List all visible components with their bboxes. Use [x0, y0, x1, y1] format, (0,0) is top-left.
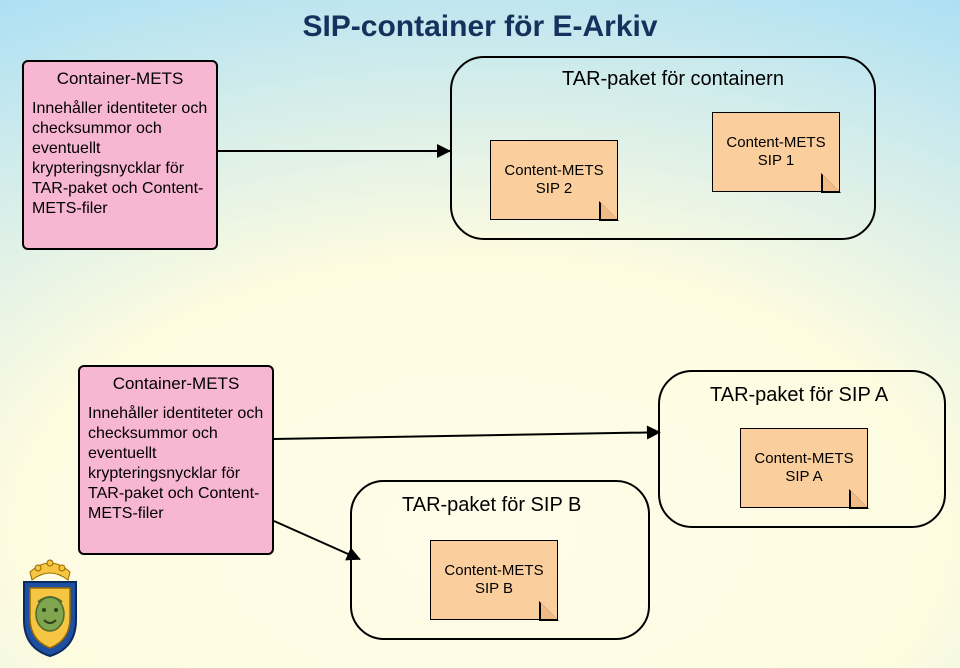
container-mets-body: Innehåller identiteter och checksummor o… — [32, 99, 208, 219]
note-fold-icon — [823, 175, 839, 191]
note-line2: SIP B — [475, 580, 513, 598]
container-mets-header: Container-METS — [32, 68, 208, 89]
arrow-icon — [218, 150, 450, 152]
note-line2: SIP 1 — [758, 152, 794, 170]
content-mets-note-sip-a: Content-METS SIP A — [740, 428, 868, 508]
tar-container-label: TAR-paket för SIP A — [710, 384, 888, 407]
note-line1: Content-METS — [754, 450, 853, 468]
page-title: SIP-container för E-Arkiv — [0, 10, 960, 44]
container-mets-box-bottom: Container-METS Innehåller identiteter oc… — [78, 365, 274, 555]
note-line1: Content-METS — [726, 134, 825, 152]
note-fold-icon — [851, 491, 867, 507]
content-mets-note-sip-b: Content-METS SIP B — [430, 540, 558, 620]
note-line2: SIP A — [785, 468, 822, 486]
container-mets-box-top: Container-METS Innehåller identiteter oc… — [22, 60, 218, 250]
note-fold-icon — [601, 203, 617, 219]
tar-container-label: TAR-paket för containern — [562, 68, 784, 91]
container-mets-body: Innehåller identiteter och checksummor o… — [88, 404, 264, 524]
tar-container-label: TAR-paket för SIP B — [402, 494, 581, 517]
container-mets-header: Container-METS — [88, 373, 264, 394]
note-fold-icon — [541, 603, 557, 619]
content-mets-note-sip1: Content-METS SIP 1 — [712, 112, 840, 192]
note-line2: SIP 2 — [536, 180, 572, 198]
coat-of-arms-icon — [10, 558, 90, 658]
note-line1: Content-METS — [444, 562, 543, 580]
note-line1: Content-METS — [504, 162, 603, 180]
content-mets-note-sip2: Content-METS SIP 2 — [490, 140, 618, 220]
